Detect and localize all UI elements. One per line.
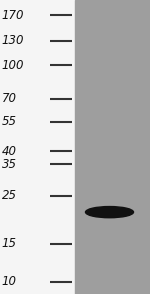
- Text: 55: 55: [2, 115, 16, 128]
- Text: 15: 15: [2, 237, 16, 250]
- Ellipse shape: [85, 207, 134, 218]
- Text: 35: 35: [2, 158, 16, 171]
- Text: 40: 40: [2, 145, 16, 158]
- Text: 130: 130: [2, 34, 24, 47]
- Bar: [75, 0, 150, 294]
- Bar: [0, 0, 75, 294]
- Text: 100: 100: [2, 59, 24, 72]
- Text: 25: 25: [2, 189, 16, 202]
- Text: 10: 10: [2, 275, 16, 288]
- Text: 170: 170: [2, 9, 24, 22]
- Text: 70: 70: [2, 92, 16, 105]
